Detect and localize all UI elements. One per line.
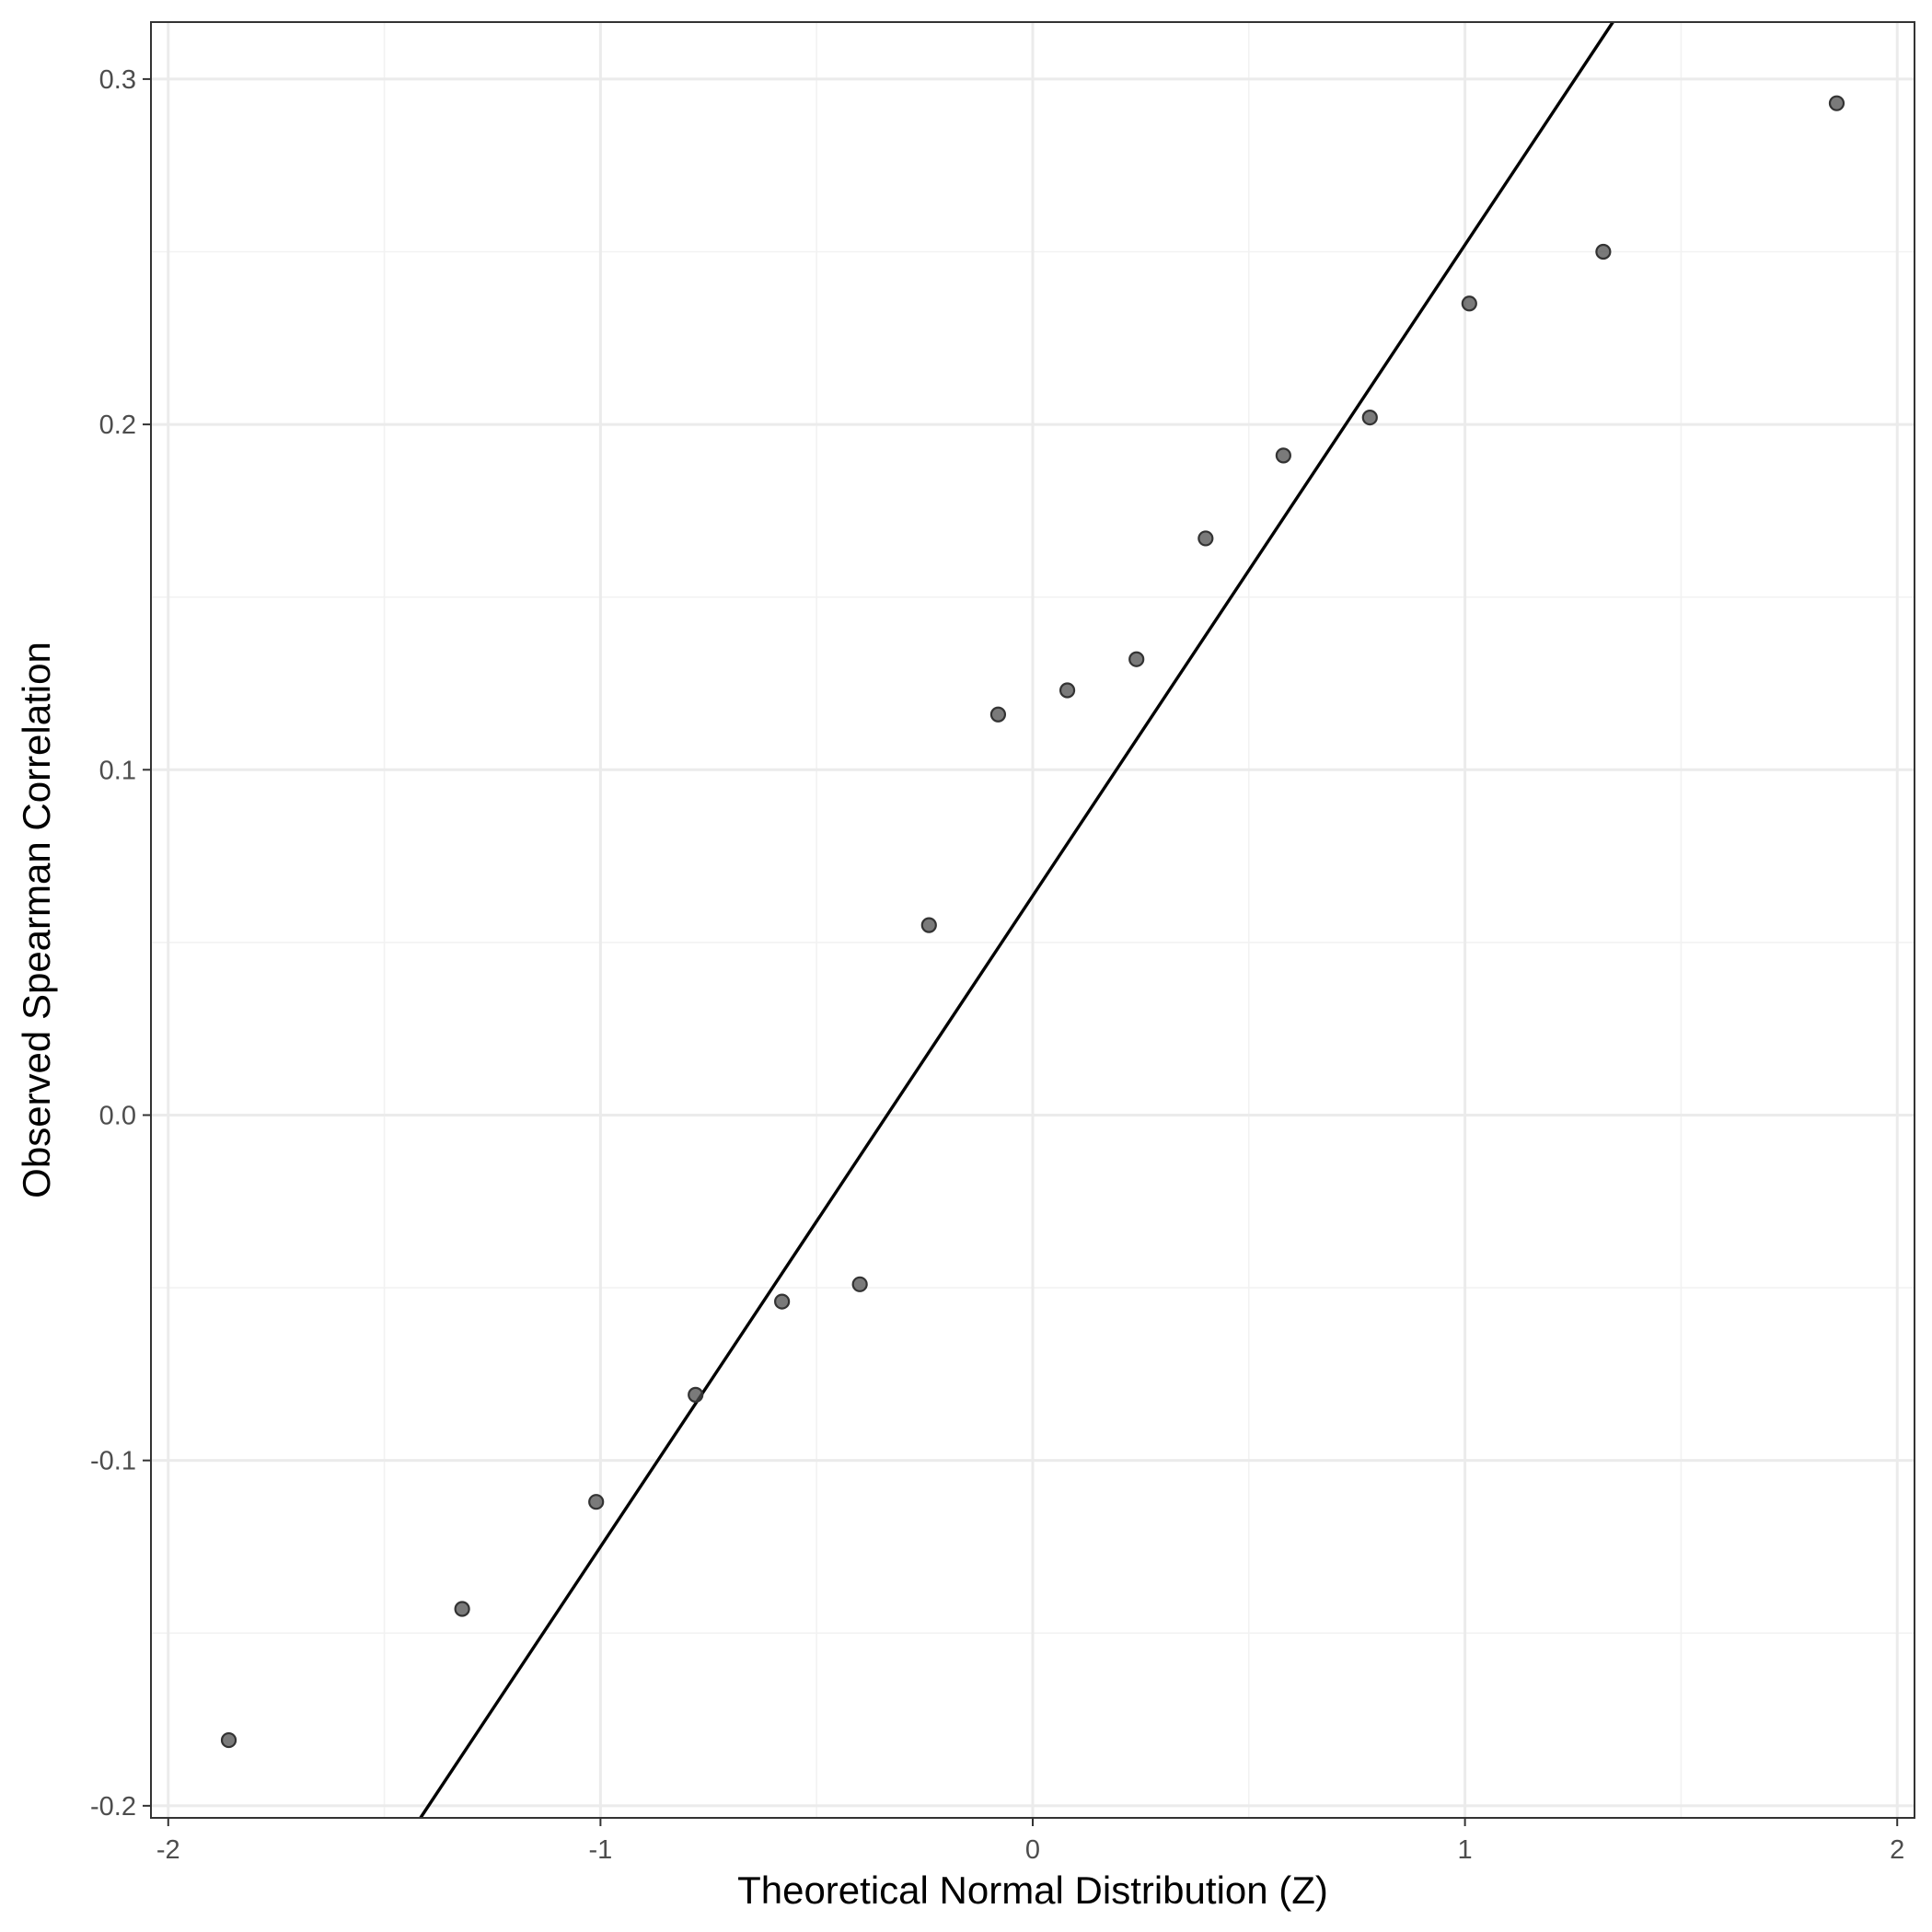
- data-point: [1275, 447, 1291, 464]
- x-tick-label: 2: [1890, 1835, 1904, 1865]
- y-tick-label: -0.2: [90, 1792, 136, 1822]
- data-point: [1461, 295, 1477, 312]
- data-point: [1197, 530, 1214, 547]
- data-point: [588, 1494, 605, 1510]
- x-tick-label: -1: [588, 1835, 612, 1865]
- data-point: [1128, 651, 1145, 667]
- y-tick-label: 0.0: [99, 1101, 136, 1130]
- points-layer: [220, 95, 1845, 1749]
- y-tick-label: -0.1: [90, 1447, 136, 1476]
- y-tick-label: 0.2: [99, 411, 136, 440]
- data-point: [774, 1293, 791, 1310]
- y-tick-label: 0.3: [99, 65, 136, 95]
- y-tick-label: 0.1: [99, 756, 136, 785]
- y-axis-title: Observed Spearman Correlation: [15, 642, 58, 1198]
- x-axis-title: Theoretical Normal Distribution (Z): [737, 1868, 1328, 1912]
- data-point: [688, 1386, 704, 1403]
- data-point: [1361, 409, 1378, 426]
- x-tick-label: 1: [1458, 1835, 1473, 1865]
- major-grid: [151, 22, 1915, 1818]
- x-tick-label: 0: [1025, 1835, 1040, 1865]
- data-point: [1595, 243, 1612, 260]
- x-tick-label: -2: [156, 1835, 180, 1865]
- data-point: [1059, 682, 1076, 699]
- x-axis: -2 -1 0 1 2: [156, 1818, 1904, 1865]
- y-axis: -0.2 -0.1 0.0 0.1 0.2 0.3: [90, 65, 151, 1822]
- data-point: [220, 1731, 237, 1749]
- data-point: [454, 1601, 470, 1617]
- reference-line-layer: [419, 21, 1614, 1819]
- data-point: [920, 917, 937, 933]
- data-point: [989, 706, 1007, 723]
- data-point: [851, 1276, 868, 1292]
- data-point: [1828, 95, 1845, 111]
- reference-line: [419, 21, 1614, 1819]
